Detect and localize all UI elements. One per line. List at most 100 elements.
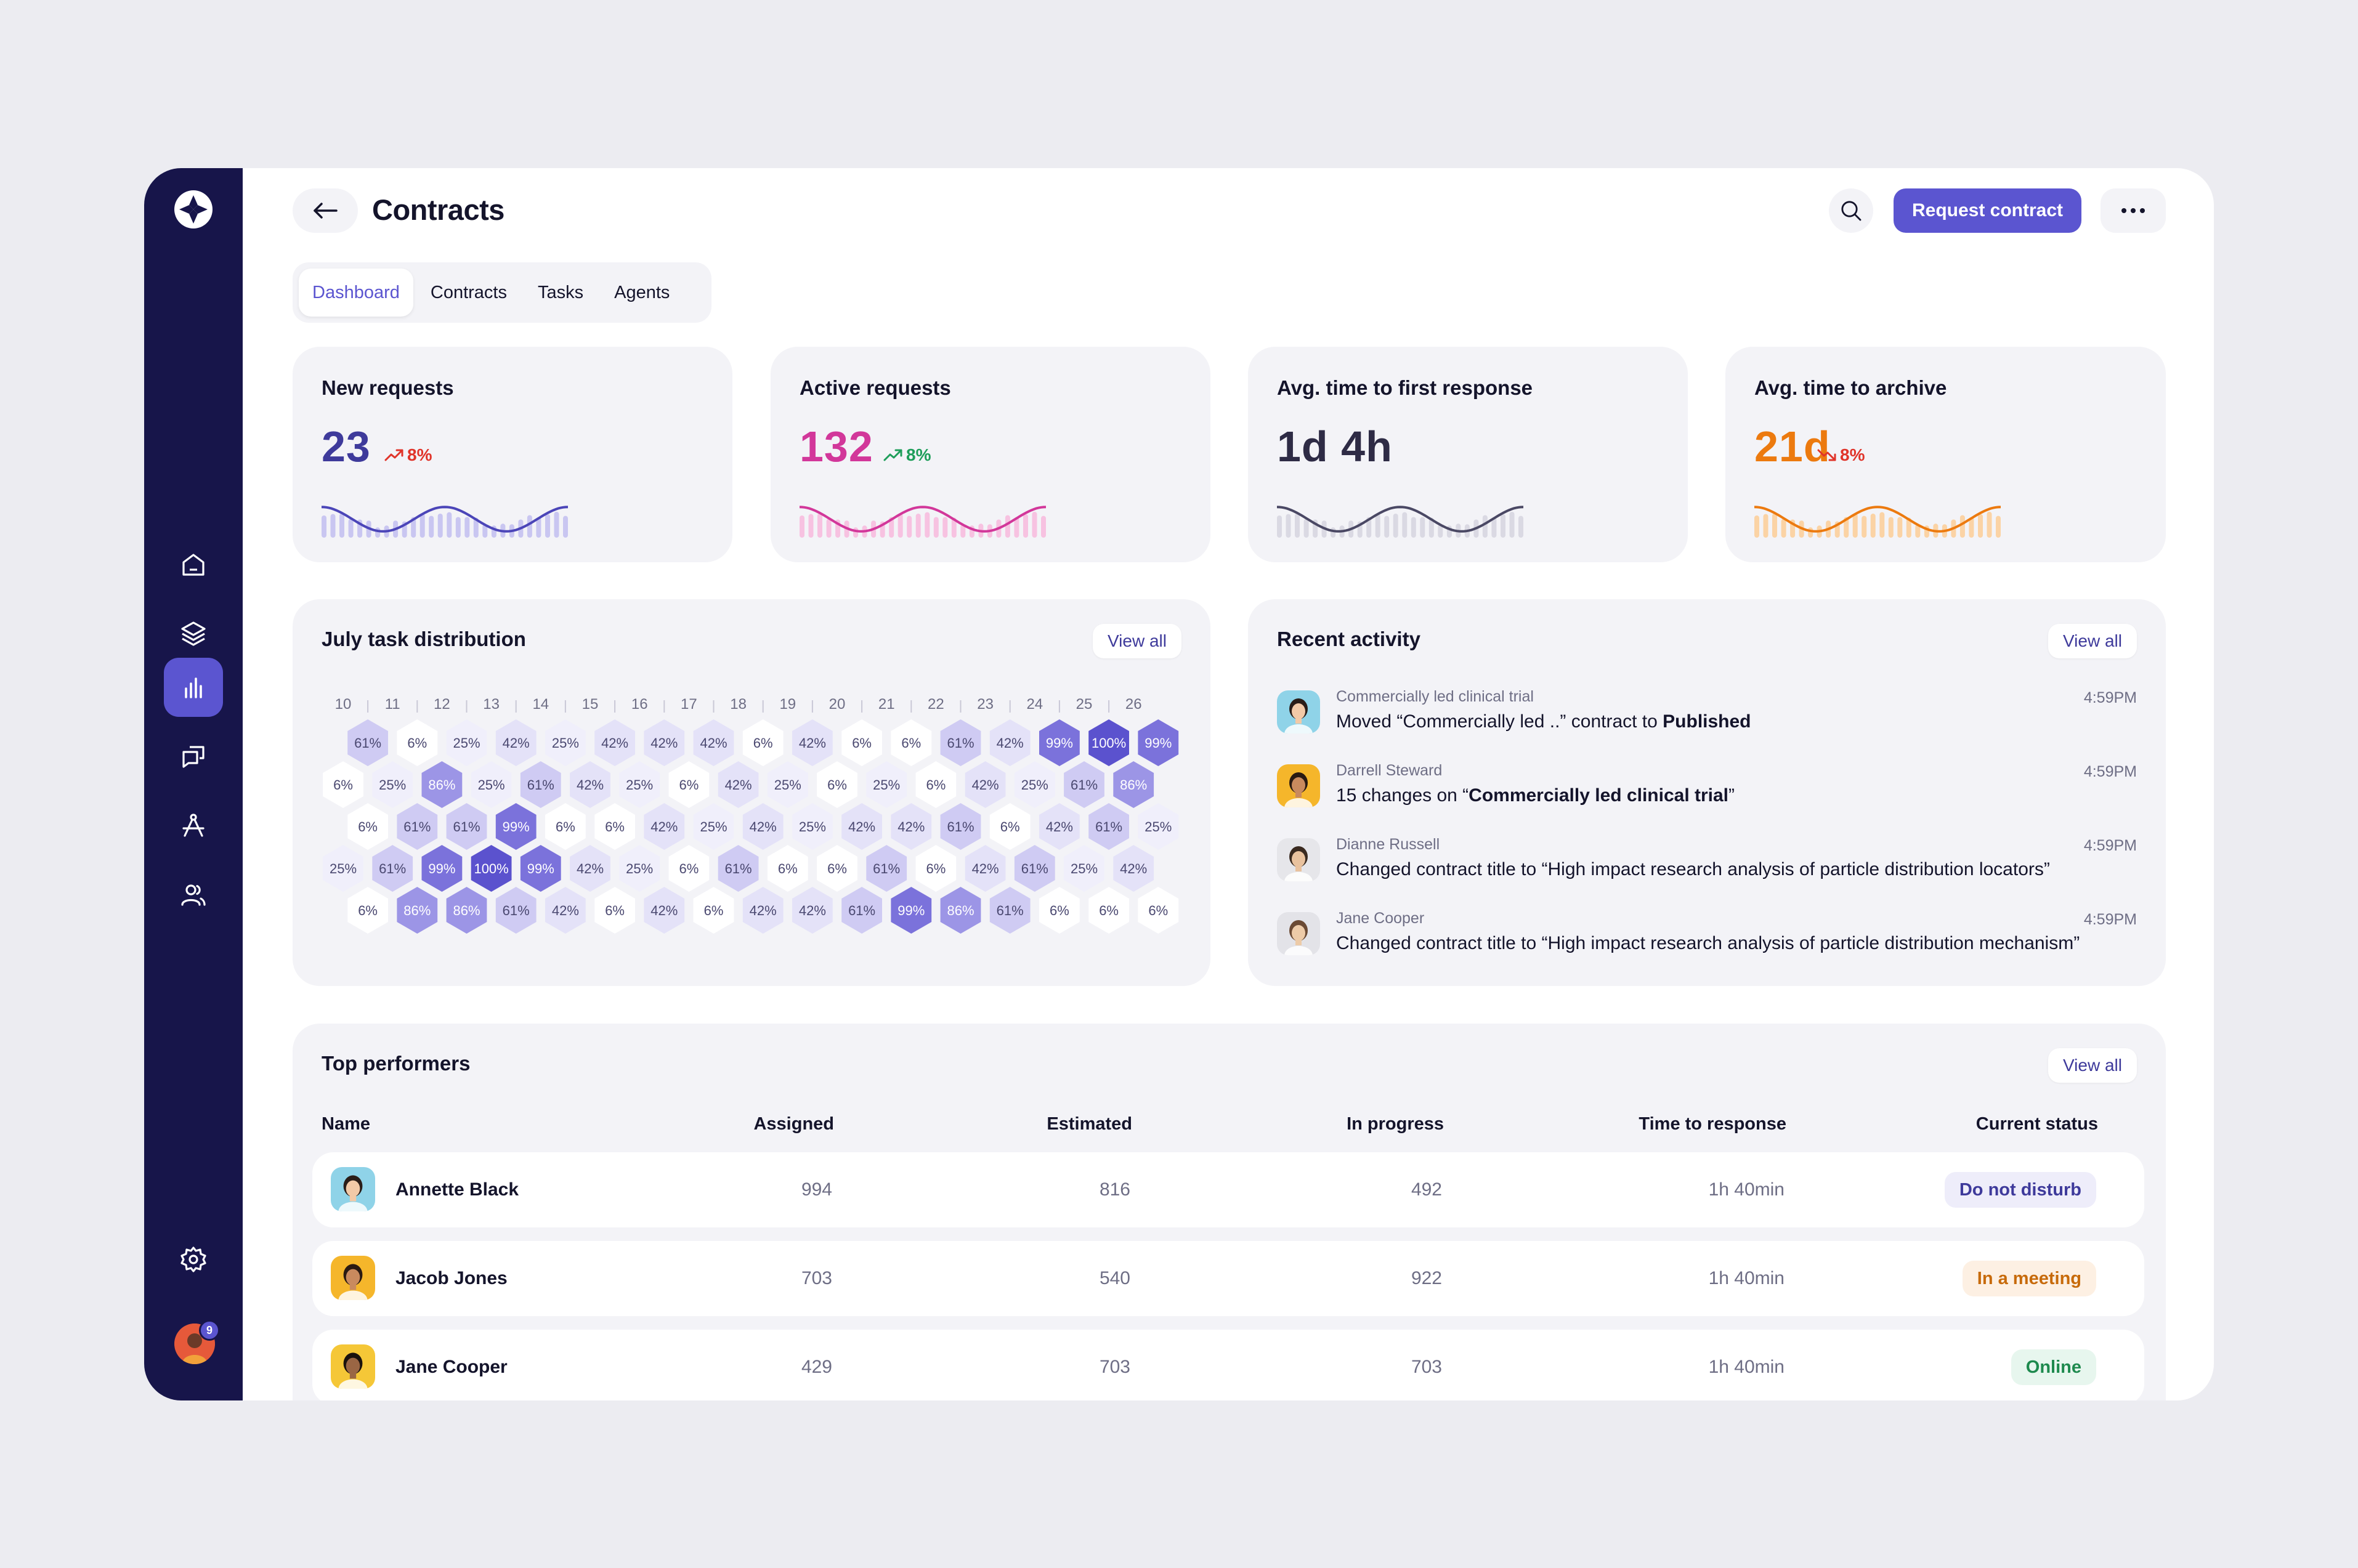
hex-cell[interactable]: 42% xyxy=(965,761,1006,808)
hex-cell[interactable]: 25% xyxy=(471,761,512,808)
hex-cell[interactable]: 42% xyxy=(841,803,882,850)
activity-item[interactable]: Jane Cooper Changed contract title to “Hi… xyxy=(1277,907,2137,969)
hex-cell[interactable]: 61% xyxy=(1014,845,1055,892)
hex-cell[interactable]: 6% xyxy=(742,719,784,766)
hex-cell[interactable]: 86% xyxy=(397,887,438,934)
hex-cell[interactable]: 61% xyxy=(1088,803,1129,850)
hex-cell[interactable]: 42% xyxy=(742,803,784,850)
user-avatar[interactable]: 9 xyxy=(174,1320,220,1364)
hex-cell[interactable]: 61% xyxy=(940,719,981,766)
hex-cell[interactable]: 25% xyxy=(619,761,660,808)
hex-cell[interactable]: 61% xyxy=(372,845,413,892)
hex-cell[interactable]: 6% xyxy=(989,803,1031,850)
hex-cell[interactable]: 42% xyxy=(742,887,784,934)
hex-cell[interactable]: 25% xyxy=(866,761,907,808)
nav-settings[interactable] xyxy=(164,1230,223,1289)
search-button[interactable] xyxy=(1829,188,1873,233)
hex-cell[interactable]: 61% xyxy=(347,719,388,766)
hex-cell[interactable]: 6% xyxy=(1088,887,1129,934)
hex-cell[interactable]: 6% xyxy=(594,803,635,850)
table-row[interactable]: Jane Cooper 429 703 703 1h 40min Online xyxy=(312,1330,2144,1400)
hex-cell[interactable]: 25% xyxy=(1138,803,1179,850)
hex-cell[interactable]: 61% xyxy=(495,887,537,934)
hex-cell[interactable]: 42% xyxy=(1113,845,1154,892)
hex-cell[interactable]: 6% xyxy=(1138,887,1179,934)
activity-item[interactable]: Commercially led clinical trial Moved “Co… xyxy=(1277,685,2137,747)
hex-cell[interactable]: 6% xyxy=(915,845,957,892)
nav-layers[interactable] xyxy=(164,604,223,663)
hex-cell[interactable]: 25% xyxy=(1014,761,1055,808)
activity-item[interactable]: Dianne Russell Changed contract title to … xyxy=(1277,833,2137,895)
table-row[interactable]: Jacob Jones 703 540 922 1h 40min In a meeting xyxy=(312,1241,2144,1316)
hex-cell[interactable]: 99% xyxy=(1138,719,1179,766)
table-row[interactable]: Annette Black 994 816 492 1h 40min Do not dis… xyxy=(312,1152,2144,1227)
hex-cell[interactable]: 99% xyxy=(520,845,561,892)
hex-cell[interactable]: 86% xyxy=(1113,761,1154,808)
hex-cell[interactable]: 42% xyxy=(1039,803,1080,850)
hex-cell[interactable]: 42% xyxy=(989,719,1031,766)
hex-cell[interactable]: 61% xyxy=(1064,761,1104,808)
hex-cell[interactable]: 25% xyxy=(792,803,833,850)
hex-cell[interactable]: 42% xyxy=(792,719,833,766)
tab-dashboard[interactable]: Dashboard xyxy=(299,269,413,317)
hex-cell[interactable]: 42% xyxy=(570,845,610,892)
tab-contracts[interactable]: Contracts xyxy=(430,282,507,302)
distribution-view-all-button[interactable]: View all xyxy=(1093,624,1181,658)
hex-cell[interactable]: 25% xyxy=(545,719,586,766)
hex-cell[interactable]: 6% xyxy=(841,719,882,766)
tab-agents[interactable]: Agents xyxy=(614,282,670,302)
hex-cell[interactable]: 6% xyxy=(817,761,857,808)
hex-cell[interactable]: 6% xyxy=(594,887,635,934)
hex-cell[interactable]: 25% xyxy=(693,803,734,850)
nav-analytics[interactable] xyxy=(164,658,223,717)
hex-cell[interactable]: 25% xyxy=(446,719,487,766)
hex-cell[interactable]: 42% xyxy=(718,761,759,808)
activity-item[interactable]: Darrell Steward 15 changes on “Commercial… xyxy=(1277,759,2137,821)
hex-cell[interactable]: 6% xyxy=(767,845,808,892)
hex-cell[interactable]: 6% xyxy=(347,803,388,850)
hex-cell[interactable]: 61% xyxy=(397,803,438,850)
performers-view-all-button[interactable]: View all xyxy=(2048,1048,2137,1083)
hex-cell[interactable]: 6% xyxy=(545,803,586,850)
hex-cell[interactable]: 25% xyxy=(323,845,363,892)
hex-cell[interactable]: 42% xyxy=(495,719,537,766)
hex-cell[interactable]: 61% xyxy=(718,845,759,892)
hex-cell[interactable]: 6% xyxy=(397,719,438,766)
hex-cell[interactable]: 42% xyxy=(570,761,610,808)
hex-cell[interactable]: 42% xyxy=(545,887,586,934)
hex-cell[interactable]: 42% xyxy=(693,719,734,766)
hex-cell[interactable]: 100% xyxy=(1088,719,1129,766)
hex-cell[interactable]: 6% xyxy=(1039,887,1080,934)
hex-cell[interactable]: 86% xyxy=(446,887,487,934)
hex-cell[interactable]: 25% xyxy=(767,761,808,808)
nav-compass[interactable] xyxy=(164,796,223,855)
nav-users[interactable] xyxy=(164,865,223,924)
hex-cell[interactable]: 61% xyxy=(989,887,1031,934)
hex-cell[interactable]: 42% xyxy=(792,887,833,934)
hex-cell[interactable]: 6% xyxy=(347,887,388,934)
hex-cell[interactable]: 42% xyxy=(965,845,1006,892)
hex-cell[interactable]: 42% xyxy=(594,719,635,766)
hex-cell[interactable]: 42% xyxy=(644,803,685,850)
hex-cell[interactable]: 99% xyxy=(891,887,932,934)
tab-tasks[interactable]: Tasks xyxy=(537,282,584,302)
hex-cell[interactable]: 42% xyxy=(891,803,932,850)
hex-cell[interactable]: 25% xyxy=(372,761,413,808)
back-button[interactable] xyxy=(293,188,358,233)
hex-cell[interactable]: 6% xyxy=(668,761,710,808)
nav-home[interactable] xyxy=(164,535,223,594)
nav-messages[interactable] xyxy=(164,727,223,786)
hex-cell[interactable]: 6% xyxy=(323,761,363,808)
hex-cell[interactable]: 99% xyxy=(421,845,463,892)
hex-cell[interactable]: 86% xyxy=(940,887,981,934)
hex-cell[interactable]: 61% xyxy=(940,803,981,850)
hex-cell[interactable]: 42% xyxy=(644,887,685,934)
hex-cell[interactable]: 6% xyxy=(817,845,857,892)
hex-cell[interactable]: 25% xyxy=(619,845,660,892)
more-button[interactable] xyxy=(2101,188,2166,233)
hex-cell[interactable]: 99% xyxy=(1039,719,1080,766)
hex-cell[interactable]: 99% xyxy=(495,803,537,850)
request-contract-button[interactable]: Request contract xyxy=(1894,188,2081,233)
hex-cell[interactable]: 6% xyxy=(668,845,710,892)
hex-cell[interactable]: 25% xyxy=(1064,845,1104,892)
